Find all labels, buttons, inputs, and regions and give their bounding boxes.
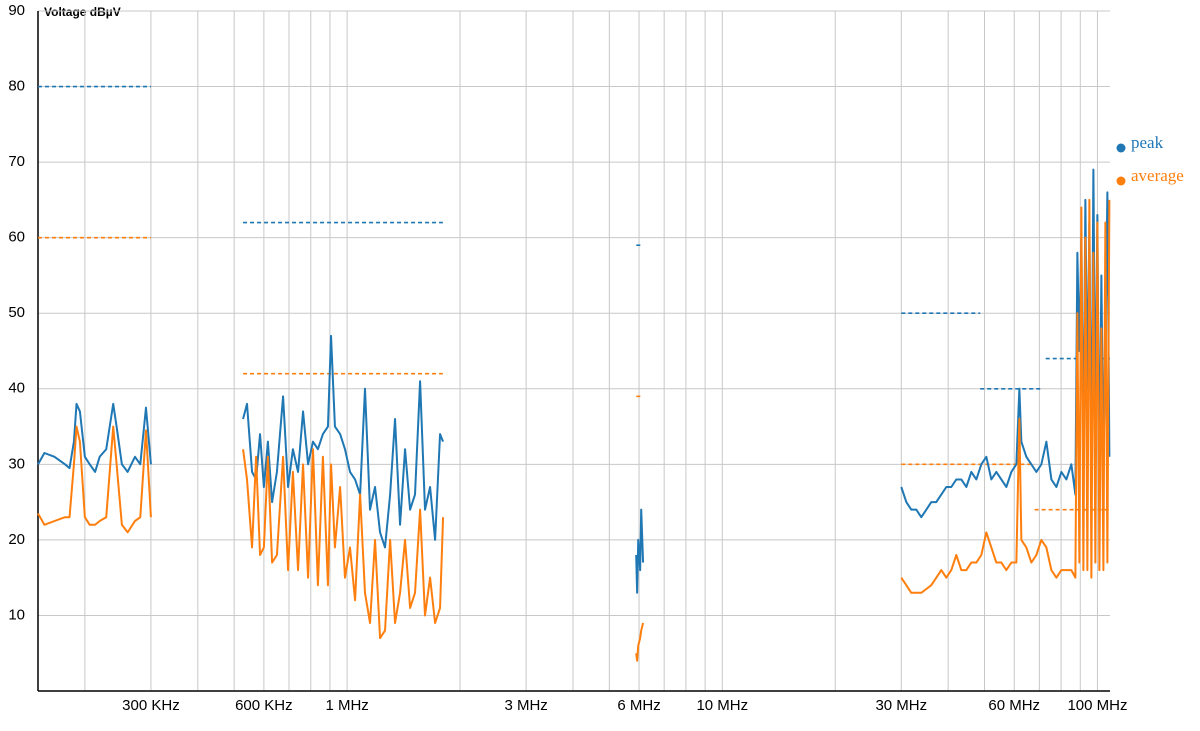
y-tick-label: 80 [8, 78, 25, 95]
series-line [37, 402, 152, 473]
series-line [37, 425, 152, 534]
legend-label: average [1131, 166, 1184, 185]
legend-label: peak [1131, 133, 1164, 152]
y-tick-label: 30 [8, 455, 25, 472]
series-line [900, 198, 1111, 594]
y-tick-label: 70 [8, 153, 25, 170]
legend: peak average [1116, 133, 1184, 186]
y-tick-label: 10 [8, 606, 25, 623]
x-tick-label: 60 MHz [988, 697, 1040, 714]
x-tick-label: 6 MHz [617, 697, 660, 714]
x-tick-label: 3 MHz [504, 697, 547, 714]
y-tick-label: 20 [8, 531, 25, 548]
x-tick-label: 100 MHz [1067, 697, 1127, 714]
grid [38, 10, 1110, 691]
x-tick-label: 10 MHz [696, 697, 748, 714]
series-line [635, 622, 645, 662]
x-tick-label: 30 MHz [875, 697, 927, 714]
x-tick-label: 600 KHz [235, 697, 293, 714]
x-tick-label: 300 KHz [122, 697, 180, 714]
y-tick-label: 40 [8, 380, 25, 397]
y-axis-label: Voltage dBµV [44, 5, 121, 19]
x-tick-label: 1 MHz [325, 697, 368, 714]
y-tick-label: 60 [8, 229, 25, 246]
y-tick-label: 90 [8, 2, 25, 19]
legend-marker [1116, 143, 1126, 153]
series-line [635, 508, 645, 594]
y-tick-label: 50 [8, 304, 25, 321]
series-line [242, 448, 445, 640]
series-line [242, 334, 444, 549]
legend-marker [1116, 176, 1126, 186]
